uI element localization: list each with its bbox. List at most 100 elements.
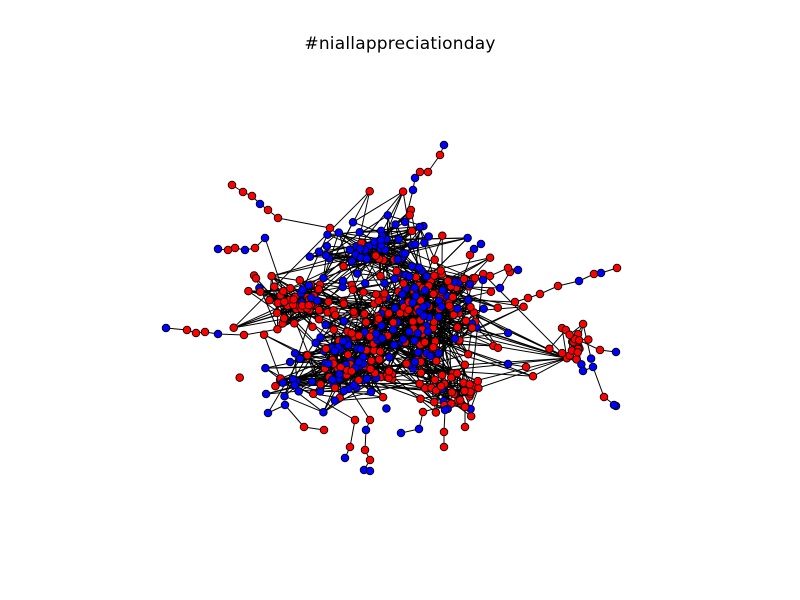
node-blue (408, 185, 418, 195)
edge (375, 255, 457, 289)
edge (470, 273, 484, 392)
node-red (402, 359, 411, 368)
node-blue (423, 327, 433, 336)
node-red (367, 356, 376, 365)
nodes-layer (161, 140, 622, 476)
edge (271, 243, 416, 277)
node-red (360, 445, 370, 455)
node-blue (463, 295, 473, 305)
node-blue (280, 400, 290, 410)
node-red (330, 383, 340, 393)
node-red (466, 412, 476, 421)
node-blue (385, 353, 394, 362)
node-red (271, 381, 280, 391)
node-red (279, 313, 289, 323)
node-blue (394, 235, 403, 244)
node-blue (383, 211, 392, 220)
edge (478, 357, 568, 389)
node-red (303, 351, 312, 360)
node-blue (298, 285, 307, 294)
node-red (460, 402, 470, 412)
node-red (200, 327, 210, 337)
node-red (272, 308, 282, 318)
node-blue (355, 227, 364, 237)
node-red (348, 285, 358, 295)
node-red (339, 261, 348, 271)
node-blue (324, 359, 333, 368)
node-blue (411, 291, 420, 301)
edge (318, 251, 473, 282)
node-red (359, 288, 368, 297)
node-red (589, 269, 599, 279)
node-red (324, 297, 333, 307)
node-red (371, 290, 381, 299)
node-blue (378, 334, 387, 343)
node-blue (450, 334, 460, 343)
node-blue (405, 272, 414, 281)
node-red (503, 263, 513, 273)
node-red (295, 276, 305, 285)
edge (265, 367, 324, 413)
node-red (439, 442, 449, 452)
node-blue (574, 276, 584, 286)
node-blue (261, 389, 271, 399)
node-blue (609, 400, 619, 410)
node-red (432, 356, 441, 366)
node-blue (413, 348, 423, 357)
node-blue (424, 232, 433, 241)
node-red (466, 302, 475, 312)
node-red (473, 376, 483, 386)
node-red (182, 325, 192, 335)
node-blue (453, 304, 462, 314)
node-blue (434, 312, 443, 322)
edge (380, 239, 474, 279)
node-red (286, 283, 295, 293)
node-red (329, 325, 339, 334)
node-red (436, 381, 446, 391)
node-red (354, 331, 364, 340)
node-red (528, 372, 538, 381)
node-blue (338, 336, 348, 346)
node-blue (314, 247, 324, 256)
node-blue (319, 273, 328, 283)
node-red (416, 368, 426, 377)
node-red (612, 263, 622, 273)
node-red (595, 345, 605, 355)
edge (284, 404, 305, 428)
edge (381, 221, 406, 237)
node-red (599, 392, 609, 402)
edge (284, 395, 324, 413)
node-red (474, 383, 483, 393)
node-blue (434, 349, 443, 358)
node-red (259, 330, 269, 339)
node-blue (413, 329, 423, 338)
node-red (350, 415, 360, 425)
node-red (314, 315, 324, 324)
node-red (429, 342, 438, 352)
node-blue (437, 302, 446, 311)
node-red (263, 205, 273, 215)
node-red (398, 187, 408, 196)
edge (327, 234, 357, 247)
node-red (273, 213, 283, 223)
node-red (523, 293, 533, 303)
node-red (280, 297, 289, 307)
node-red (407, 226, 417, 236)
edge (284, 355, 308, 397)
node-blue (354, 357, 364, 367)
node-red (430, 397, 439, 407)
node-red (470, 273, 480, 283)
node-red (376, 271, 385, 281)
edge (263, 334, 308, 356)
node-blue (213, 244, 223, 254)
node-red (316, 379, 325, 389)
node-blue (382, 404, 391, 413)
node-blue (263, 408, 273, 418)
node-red (365, 415, 375, 425)
node-blue (330, 346, 340, 356)
node-red (270, 282, 279, 291)
node-red (415, 167, 425, 177)
node-red (289, 295, 298, 304)
node-blue (404, 327, 414, 337)
node-red (267, 271, 276, 281)
